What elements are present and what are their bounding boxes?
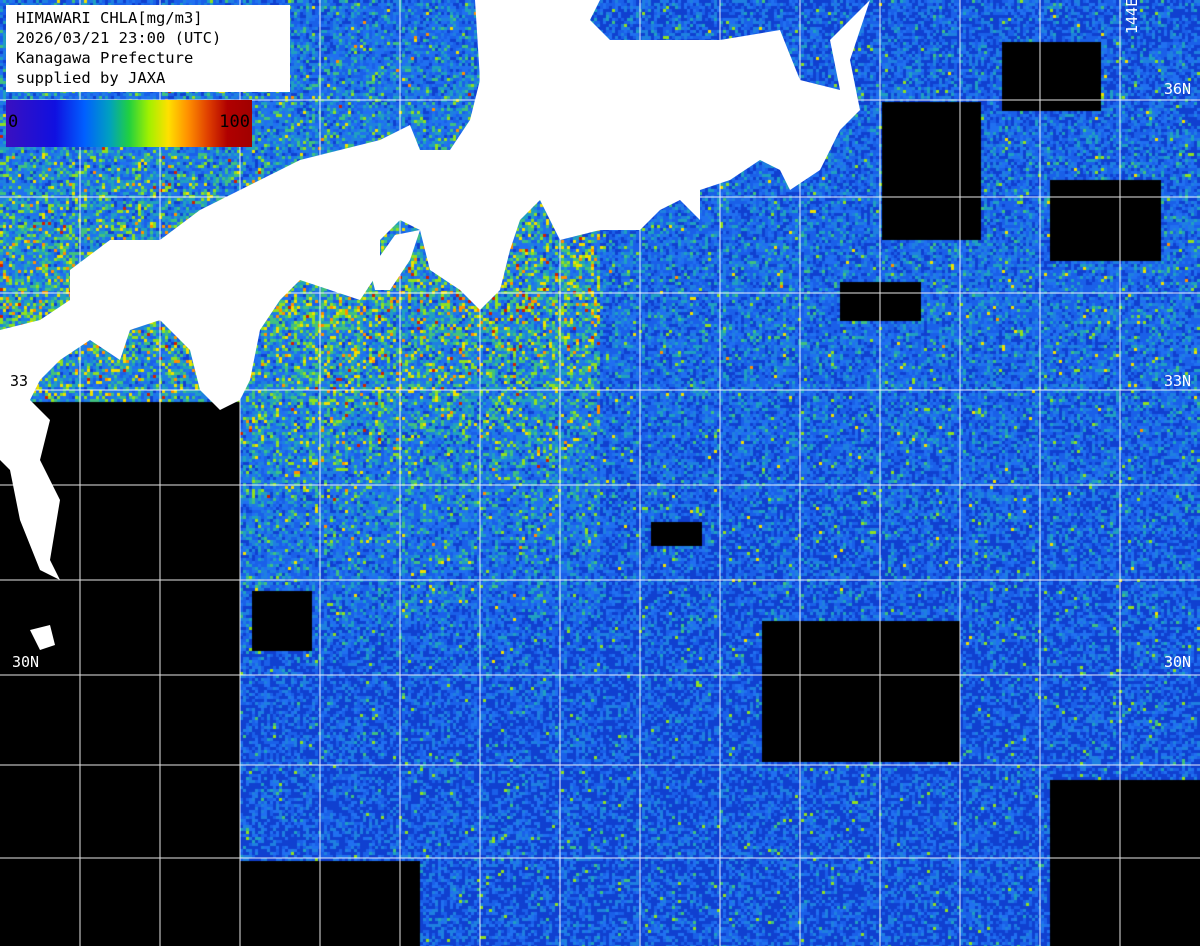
- info-panel: HIMAWARI CHLA[mg/m3] 2026/03/21 23:00 (U…: [6, 5, 290, 92]
- lon-label-144e: 144E: [1123, 0, 1141, 34]
- lon-label-136e: 136E: [483, 0, 501, 34]
- lat-label-36n: 36N: [1164, 80, 1192, 98]
- colorbar-min-label: 0: [8, 112, 19, 132]
- colorbar-legend: 0 100: [6, 100, 252, 147]
- land-japan: [0, 0, 870, 650]
- lat-label-30n-right: 30N: [1164, 653, 1192, 671]
- colorbar-max-label: 100: [219, 112, 250, 132]
- map-datetime: 2026/03/21 23:00 (UTC): [16, 29, 222, 47]
- map-title: HIMAWARI CHLA[mg/m3]: [16, 9, 203, 27]
- lat-label-33n: 33N: [1164, 372, 1192, 390]
- lat-label-33-left: 33: [10, 372, 29, 390]
- lat-label-30n-left: 30N: [12, 653, 40, 671]
- map-credit: supplied by JAXA: [16, 69, 166, 87]
- map-provider: Kanagawa Prefecture: [16, 49, 194, 67]
